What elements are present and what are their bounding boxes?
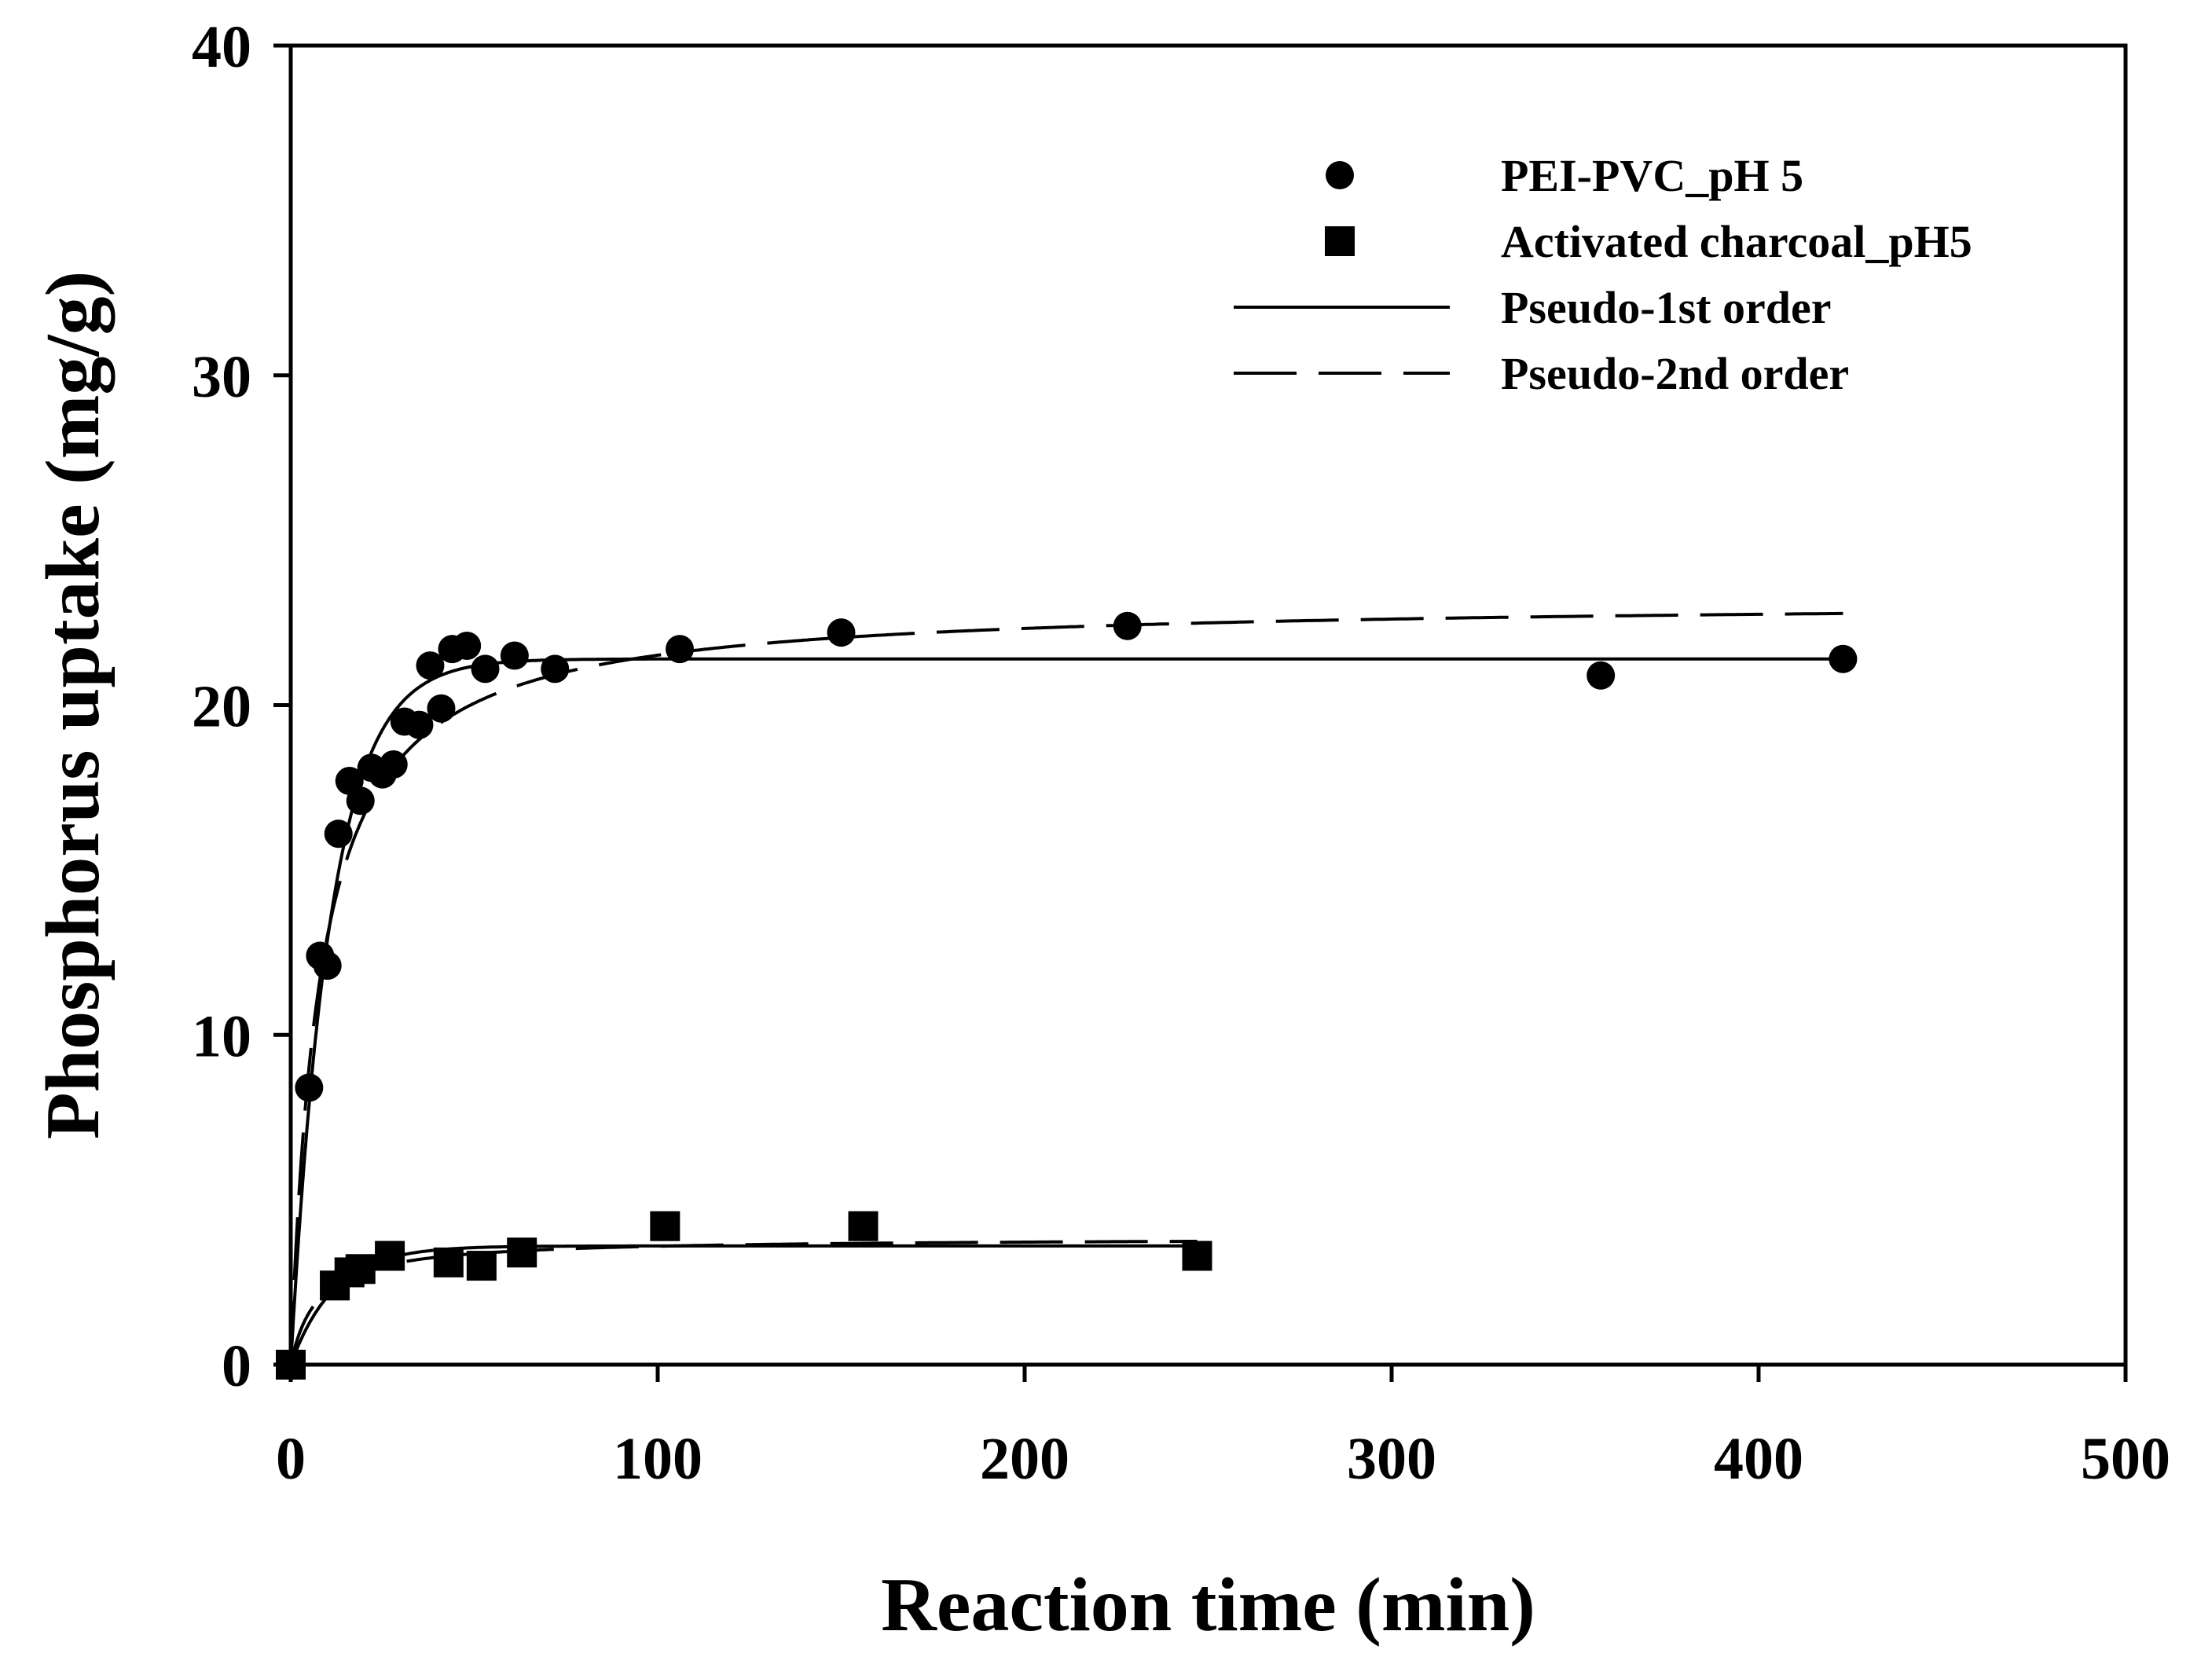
legend-label: PEI-PVC_pH 5 [1501, 150, 1803, 201]
activated-charcoal-data-point [433, 1247, 464, 1277]
activated-charcoal-data-point [375, 1241, 405, 1271]
activated-charcoal-data-point [1182, 1241, 1212, 1271]
legend-marker-square [1325, 226, 1355, 256]
pei-pvc-data-point [313, 951, 342, 980]
y-tick-label: 10 [192, 1003, 251, 1069]
x-tick-label: 100 [613, 1426, 702, 1492]
pei-pvc-data-point [827, 618, 856, 647]
activated-charcoal-data-point [466, 1251, 497, 1281]
pei-pvc-data-point [324, 819, 353, 848]
pei-pvc-data-point [427, 694, 456, 723]
pei-pvc-data-point [1587, 661, 1616, 690]
data-points [276, 611, 1858, 1380]
pei-pvc-data-point [295, 1073, 324, 1102]
y-tick-label: 20 [192, 674, 251, 740]
pei-pvc-data-point [379, 750, 408, 779]
activated-charcoal-data-point [345, 1254, 376, 1285]
y-tick-label: 30 [192, 344, 251, 410]
x-tick-label: 0 [276, 1426, 306, 1492]
pei-pvc-data-point [471, 654, 500, 684]
x-tick-label: 200 [980, 1426, 1069, 1492]
x-tick-label: 300 [1347, 1426, 1436, 1492]
y-tick-label: 0 [222, 1333, 251, 1399]
y-tick-label: 40 [192, 14, 251, 80]
x-tick-label: 400 [1714, 1426, 1803, 1492]
pei-pvc-data-point [453, 631, 482, 660]
pei-pvc-data-point [1113, 611, 1142, 640]
activated-charcoal-data-point [650, 1211, 680, 1241]
pei-pvc-data-point [346, 786, 375, 816]
y-axis-title: Phosphorus uptake (mg/g) [31, 271, 116, 1139]
pei-pvc-data-point [541, 654, 570, 684]
pei-pvc-data-point [666, 635, 695, 664]
legend-label: Pseudo-2nd order [1501, 348, 1849, 399]
pei-pvc-data-point [500, 641, 529, 670]
activated-charcoal-data-point [848, 1211, 879, 1241]
activated-charcoal-data-point [507, 1237, 537, 1268]
pei-pvc-data-point [1829, 644, 1858, 673]
legend-label: Pseudo-1st order [1501, 282, 1831, 333]
legend-label: Activated charcoal_pH5 [1501, 216, 1972, 267]
pei-pvc-data-point [416, 651, 445, 680]
x-axis-title: Reaction time (min) [881, 1563, 1535, 1648]
axis-ticks: 0 100 200 300 400 500 0 10 20 30 40 [192, 14, 2170, 1492]
pei-pvc-data-point [405, 710, 434, 739]
legend: PEI-PVC_pH 5 Activated charcoal_pH5 Pseudo… [1234, 150, 1972, 399]
legend-marker-circle [1326, 161, 1354, 189]
x-tick-label: 500 [2081, 1426, 2170, 1492]
